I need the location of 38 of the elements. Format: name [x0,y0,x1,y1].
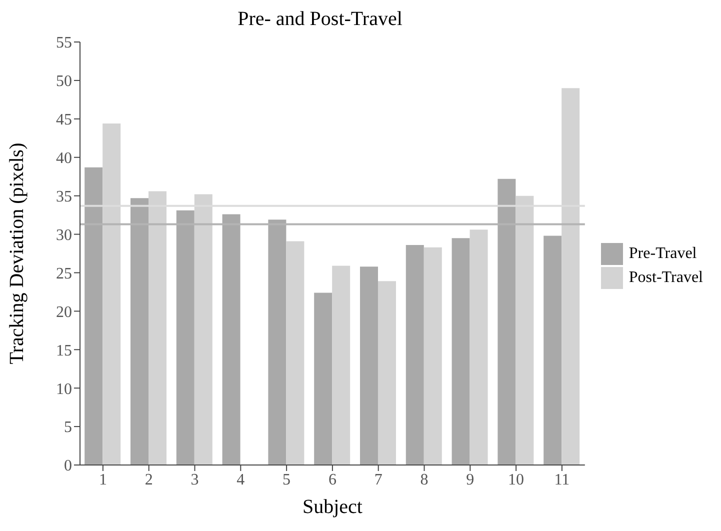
y-tick-label: 5 [64,419,72,436]
bar [544,236,562,465]
y-tick-label: 45 [56,112,72,129]
bar [286,241,304,465]
bar [406,245,424,465]
y-tick-label: 0 [64,458,72,475]
chart-title: Pre- and Post-Travel [236,8,404,31]
x-tick-label: 1 [98,471,107,488]
y-tick-label: 55 [56,34,72,52]
y-axis-title: Tracking Deviation (pixels) [6,142,28,364]
bar [332,266,350,465]
x-tick-label: 5 [282,471,291,488]
y-tick-label: 20 [56,304,72,321]
y-tick-label: 35 [56,188,72,206]
y-tick-label: 30 [56,226,72,244]
bar [378,281,396,465]
x-tick-label: 9 [466,471,474,488]
x-tick-label: 4 [236,471,245,488]
x-tick-label: 2 [144,471,153,488]
x-tick-label: 8 [420,471,428,488]
x-tick-label: 10 [508,471,524,488]
y-tick-label: 10 [56,380,72,398]
x-tick-label: 3 [190,471,199,488]
x-axis-title: Subject [302,496,363,518]
x-tick-label: 11 [554,471,570,488]
x-tick-label: 7 [374,471,382,488]
y-tick-label: 15 [56,342,72,360]
bar [314,292,332,465]
bar [424,247,442,465]
y-tick-label: 25 [56,265,72,282]
legend-label: Post-Travel [628,268,703,286]
x-tick-label: 6 [328,471,336,488]
legend-label: Pre-Travel [628,244,697,262]
bar [470,230,488,465]
bar [452,238,470,465]
y-tick-label: 40 [56,150,72,168]
y-tick-label: 50 [56,73,72,90]
bar [360,266,378,465]
